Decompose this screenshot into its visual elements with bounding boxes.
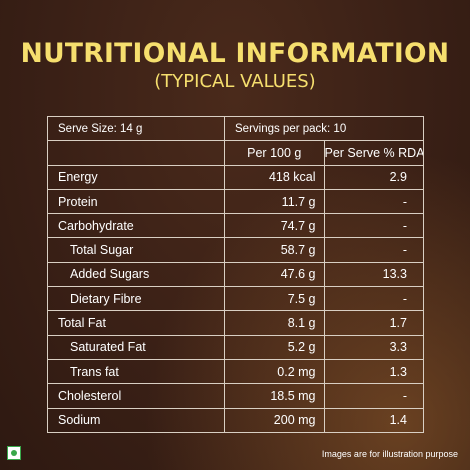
nutrient-rda: - (323, 213, 424, 239)
nutrient-per-100g: 18.5 mg (224, 383, 325, 409)
column-header-per-100g: Per 100 g (224, 140, 325, 166)
nutrient-rda: 1.4 (323, 407, 424, 433)
nutrient-rda: 1.7 (323, 310, 424, 336)
nutrition-table: Serve Size: 14 g Servings per pack: 10 P… (47, 115, 424, 433)
nutrient-rda: - (323, 188, 424, 215)
column-header-nutrient (47, 140, 225, 166)
nutrient-name: Added Sugars (47, 261, 225, 288)
page-title: NUTRITIONAL INFORMATION (20, 38, 450, 69)
veg-symbol-icon (7, 446, 21, 460)
nutrient-name: Sodium (47, 407, 225, 433)
nutrient-rda: 2.9 (323, 164, 424, 190)
page-subtitle: (TYPICAL VALUES) (154, 71, 316, 92)
nutrient-per-100g: 8.1 g (224, 310, 325, 336)
table-row: Total Fat 8.1 g 1.7 (47, 310, 424, 336)
column-header-rda: Per Serve % RDA (323, 140, 424, 166)
nutrient-name: Trans fat (47, 358, 225, 385)
nutrient-name: Dietary Fibre (47, 286, 225, 312)
nutrient-per-100g: 200 mg (224, 407, 325, 433)
table-row: Cholesterol 18.5 mg - (47, 383, 424, 409)
illustration-disclaimer: Images are for illustration purpose (321, 449, 458, 459)
table-row: Trans fat 0.2 mg 1.3 (47, 358, 424, 385)
nutrient-name: Carbohydrate (47, 213, 225, 239)
table-row: Sodium 200 mg 1.4 (47, 407, 424, 433)
nutrient-per-100g: 11.7 g (224, 188, 325, 215)
nutrient-per-100g: 58.7 g (224, 237, 325, 263)
table-row: Carbohydrate 74.7 g - (47, 213, 424, 239)
nutrient-per-100g: 47.6 g (224, 261, 325, 288)
table-row: Protein 11.7 g - (47, 188, 424, 215)
table-row: Dietary Fibre 7.5 g - (47, 286, 424, 312)
nutrient-per-100g: 418 kcal (224, 164, 325, 190)
nutrient-per-100g: 5.2 g (224, 334, 325, 360)
table-header-row: Serve Size: 14 g Servings per pack: 10 (47, 115, 424, 142)
nutrient-rda: 13.3 (323, 261, 424, 288)
nutrient-name: Cholesterol (47, 383, 225, 409)
nutrient-per-100g: 7.5 g (224, 286, 325, 312)
nutrient-name: Total Sugar (47, 237, 225, 263)
table-columns-row: Per 100 g Per Serve % RDA (47, 140, 424, 166)
nutrient-name: Total Fat (47, 310, 225, 336)
nutrient-rda: 3.3 (323, 334, 424, 360)
nutrient-name: Energy (47, 164, 225, 190)
nutrient-per-100g: 74.7 g (224, 213, 325, 239)
nutrient-rda: - (323, 237, 424, 263)
table-row: Total Sugar 58.7 g - (47, 237, 424, 263)
table-row: Added Sugars 47.6 g 13.3 (47, 261, 424, 288)
nutrient-rda: - (323, 383, 424, 409)
table-row: Energy 418 kcal 2.9 (47, 164, 424, 190)
servings-per-pack-cell: Servings per pack: 10 (224, 115, 424, 142)
nutrient-rda: 1.3 (323, 358, 424, 385)
nutrient-rda: - (323, 286, 424, 312)
table-row: Saturated Fat 5.2 g 3.3 (47, 334, 424, 360)
serve-size-cell: Serve Size: 14 g (47, 115, 225, 142)
nutrient-name: Saturated Fat (47, 334, 225, 360)
nutrient-name: Protein (47, 188, 225, 215)
nutrient-per-100g: 0.2 mg (224, 358, 325, 385)
